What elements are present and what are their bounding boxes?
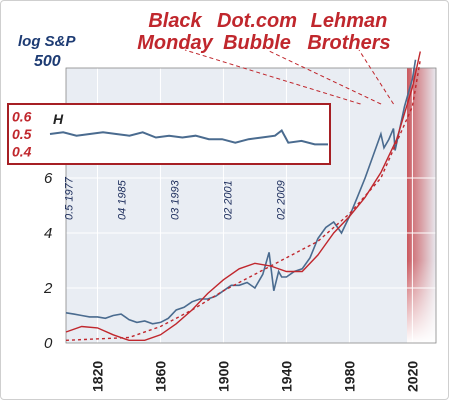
hurst-inset: H 0.60.50.4 0.5 1977 04 1985 03 1993 02 200…	[7, 103, 331, 220]
inset-y-tick-label: 0.6	[12, 109, 32, 125]
inset-title: H	[53, 111, 64, 127]
event-lines	[184, 49, 394, 105]
event-label-line2: Bubble	[223, 32, 291, 54]
event-label-line1: Dot.com	[217, 10, 297, 32]
trend-fit-line	[65, 59, 421, 341]
inset-date-label: 02 2001	[222, 180, 234, 220]
inset-y-ticks: 0.60.50.4	[12, 109, 32, 160]
plot-border	[65, 67, 437, 344]
inset-date-label: 03 1993	[169, 179, 181, 220]
y-axis-ticks: 0 2 4 6	[43, 170, 53, 352]
y-tick-label: 0	[44, 335, 53, 352]
inset-date-labels: 0.5 1977 04 1985 03 1993 02 2001 02 2009	[63, 176, 287, 220]
y-tick-label: 2	[43, 280, 53, 297]
event-connector-line	[266, 49, 382, 105]
event-connector-line	[184, 49, 361, 105]
event-label-line2: Brothers	[307, 32, 390, 54]
x-tick-label: 1940	[278, 361, 294, 392]
x-axis-ticks: 1820 1860 1900 1940 1980 2020	[89, 361, 420, 392]
event-connector-line	[358, 49, 394, 105]
inset-y-tick-label: 0.5	[12, 126, 32, 142]
y-tick-label: 6	[44, 170, 53, 187]
y-axis-top-label: 500	[34, 53, 61, 70]
x-tick-label: 1900	[215, 361, 231, 392]
inset-date-label: 0.5 1977	[63, 176, 75, 220]
inset-hurst-line	[49, 128, 328, 146]
inset-box	[7, 103, 331, 165]
event-label-line1: Black	[148, 10, 202, 32]
x-tick-label: 1820	[89, 361, 105, 392]
x-tick-label: 1860	[152, 361, 168, 392]
series-group	[65, 51, 421, 341]
inset-series	[49, 128, 328, 146]
event-label-line2: Monday	[137, 32, 213, 54]
y-tick-label: 4	[44, 225, 52, 242]
inset-date-label: 04 1985	[116, 179, 128, 220]
y-axis-label: log S&P	[18, 33, 76, 50]
event-label-line1: Lehman	[311, 10, 388, 32]
x-tick-label: 2020	[404, 361, 420, 392]
x-tick-label: 1980	[341, 361, 357, 392]
inset-date-label: 02 2009	[275, 180, 287, 220]
price-series-line	[65, 59, 417, 325]
inset-y-tick-label: 0.4	[12, 143, 32, 159]
